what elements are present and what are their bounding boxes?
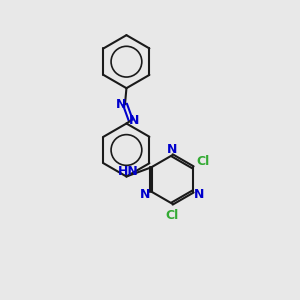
Text: HN: HN [118,165,139,178]
Text: N: N [129,114,140,127]
Text: N: N [167,143,177,156]
Text: N: N [194,188,204,201]
Text: N: N [140,188,151,201]
Text: N: N [116,98,127,111]
Text: Cl: Cl [196,155,210,168]
Text: Cl: Cl [166,209,179,222]
